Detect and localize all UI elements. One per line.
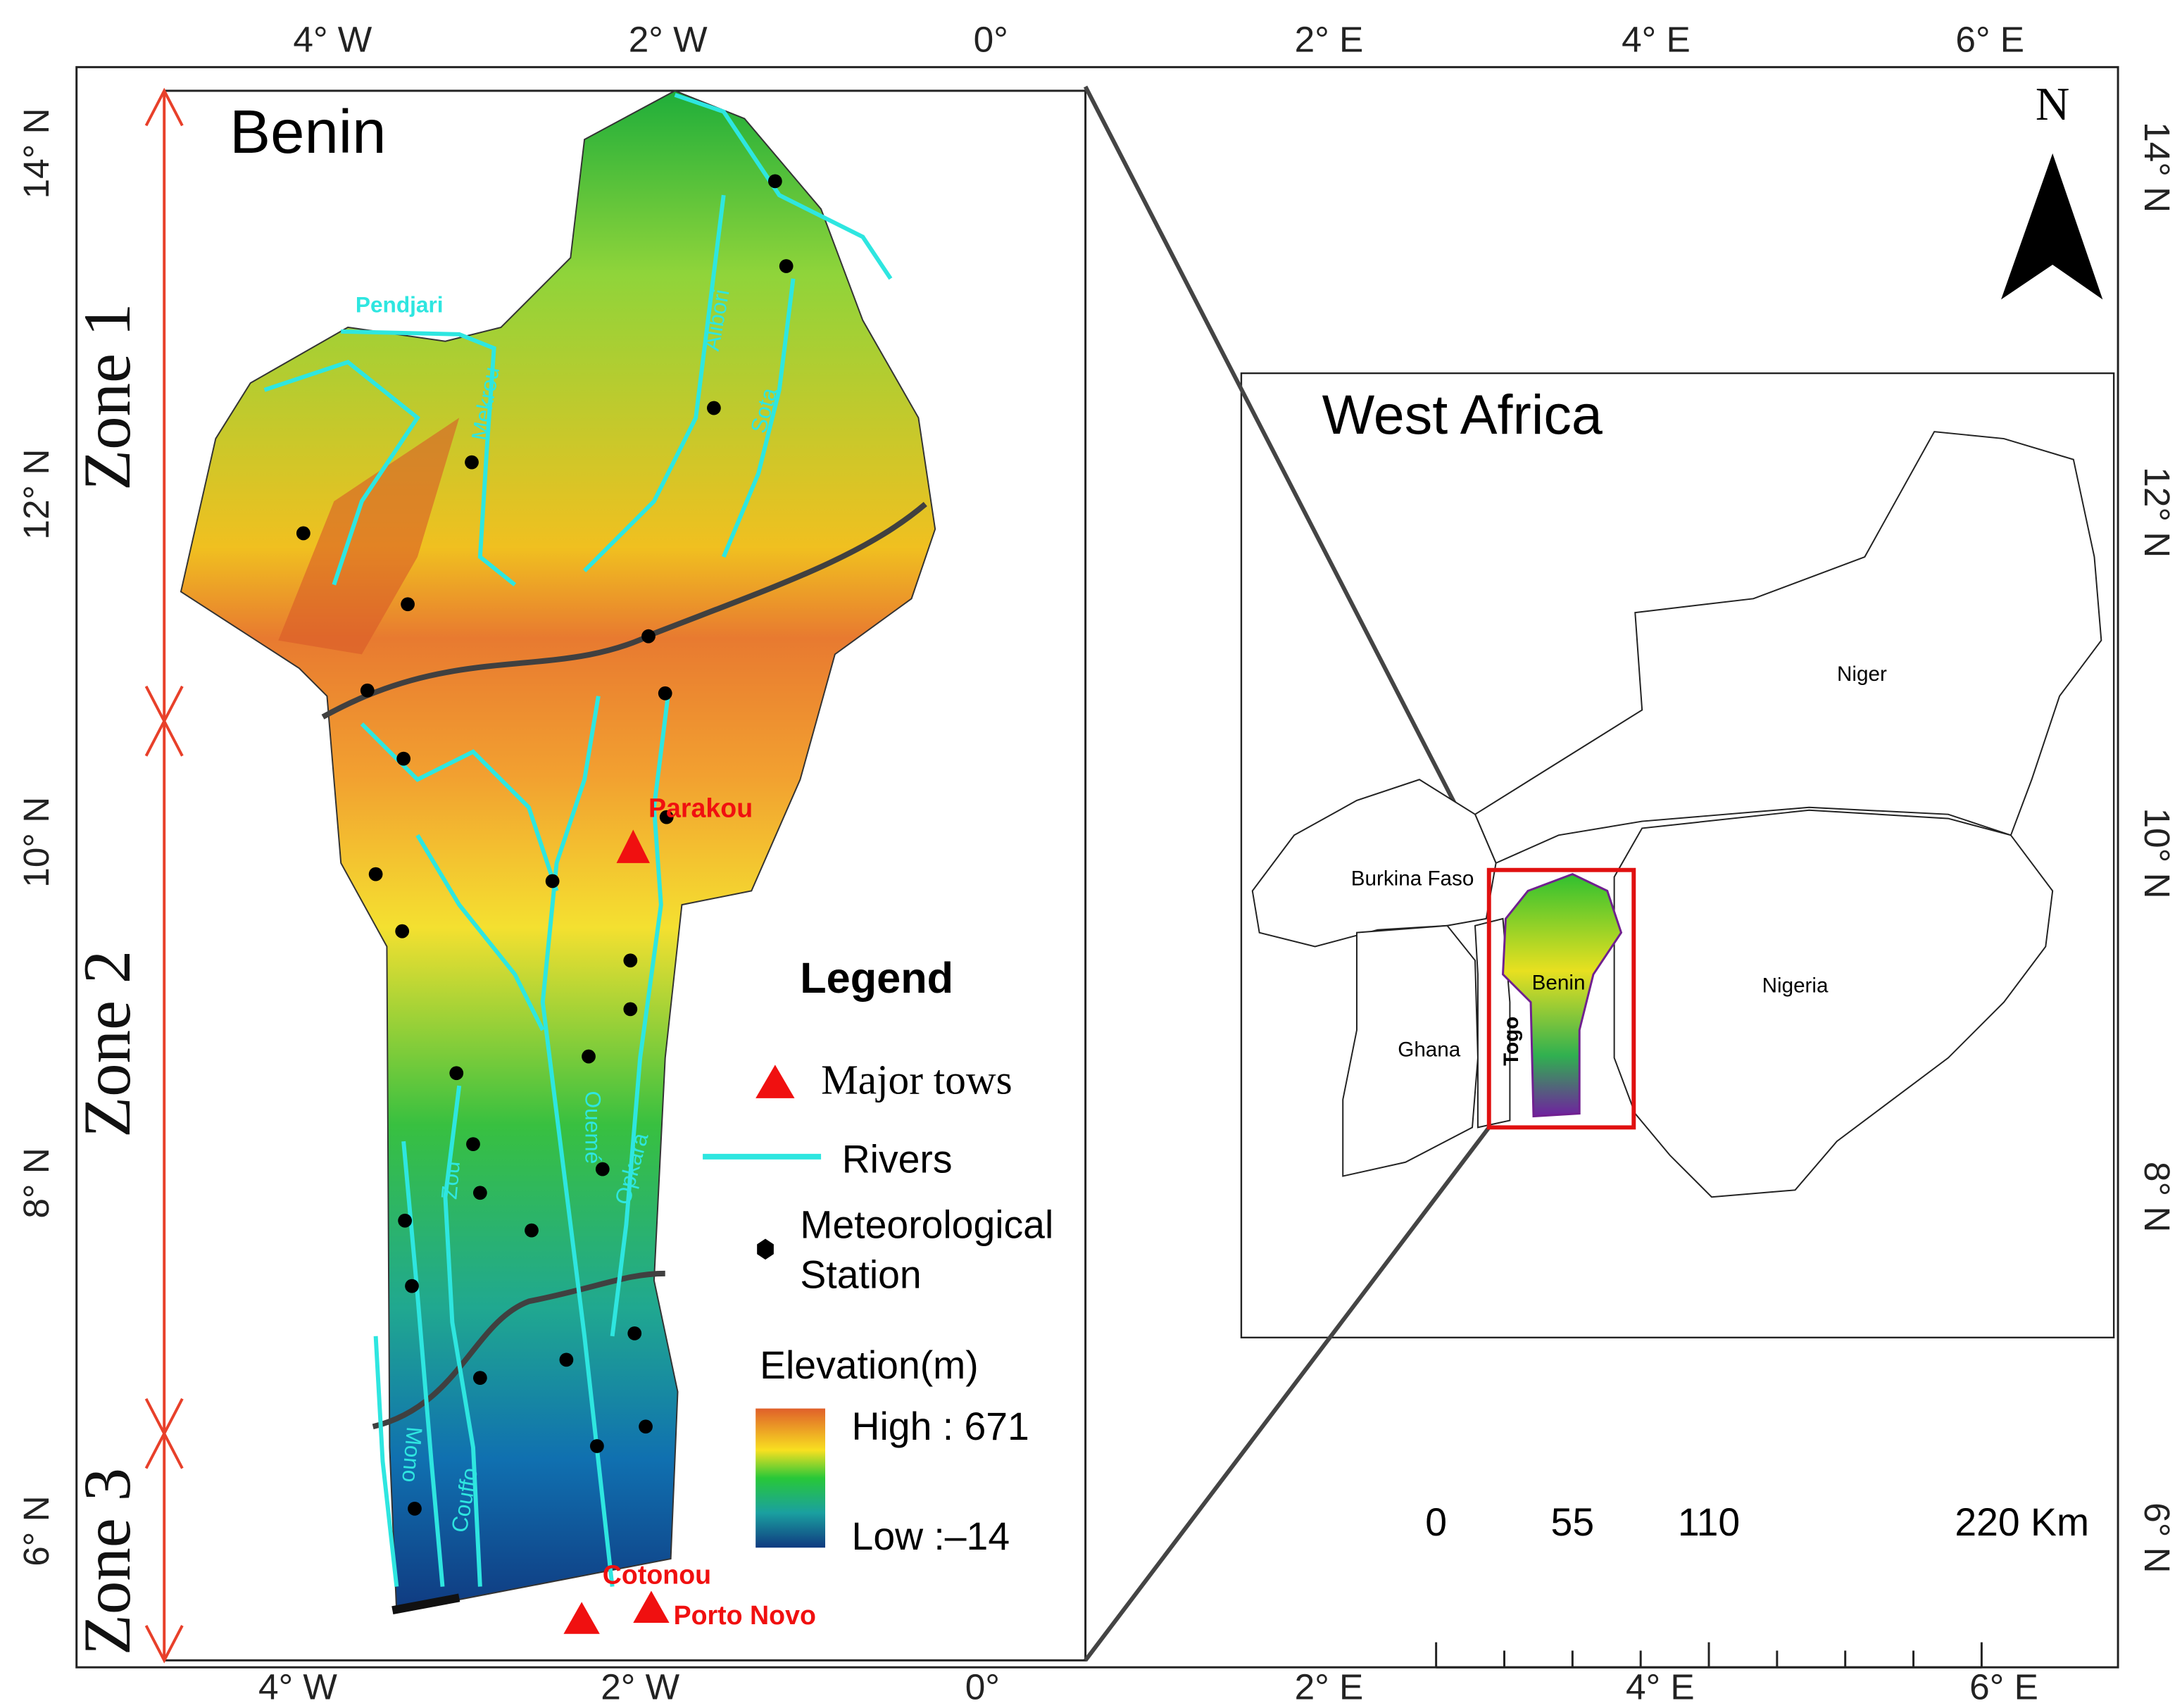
scale-label: 55 [1551, 1500, 1595, 1544]
lon-label: 4° E [1622, 18, 1691, 59]
legend-low: Low :–14 [852, 1514, 1010, 1558]
legend-title: Legend [800, 954, 953, 1002]
town-label: Parakou [648, 793, 753, 823]
lon-label: 0° [965, 1666, 1000, 1707]
country-label: Niger [1837, 663, 1887, 686]
scale-bar [1435, 1642, 1983, 1669]
lat-label: 8° N [2137, 1162, 2178, 1233]
lon-label: 2° E [1295, 18, 1364, 59]
town-label: Cotonou [603, 1560, 711, 1590]
lat-label: 14° N [15, 108, 56, 199]
lat-label: 14° N [2137, 122, 2178, 213]
benin-relief [180, 89, 936, 1615]
country-label: Togo [1500, 1017, 1523, 1066]
countries [1251, 431, 2102, 1198]
country-label: Nigeria [1762, 974, 1829, 998]
lon-label: 2° E [1295, 1666, 1364, 1707]
legend-item: Meteorological [800, 1202, 1053, 1246]
lon-label: 6° E [1955, 18, 2024, 59]
legend-high: High : 671 [852, 1405, 1029, 1448]
legend-marks [703, 1065, 826, 1548]
scale-label: 0 [1425, 1500, 1447, 1544]
lon-label: 0° [974, 18, 1008, 59]
country-label: Ghana [1398, 1038, 1460, 1061]
country-label: Benin [1532, 972, 1586, 995]
rivers [263, 93, 893, 1587]
river-label: Pendjari [356, 292, 444, 318]
lon-label: 2° W [601, 1666, 679, 1707]
legend-item: Rivers [842, 1137, 953, 1181]
lat-label: 10° N [15, 797, 56, 888]
map-title: Benin [230, 98, 386, 166]
lon-label: 4° W [258, 1666, 337, 1707]
river-label: Mono [397, 1426, 427, 1483]
country-label: Burkina Faso [1351, 867, 1474, 890]
river-label: Ouemé [581, 1091, 606, 1164]
town-label: Porto Novo [674, 1600, 816, 1630]
stations [296, 174, 794, 1516]
river-label: Zou [436, 1160, 465, 1200]
legend-elevation-title: Elevation(m) [760, 1343, 979, 1387]
legend-item: Station [800, 1252, 921, 1296]
north-label: N [2036, 77, 2070, 130]
lat-label: 6° N [15, 1495, 56, 1566]
scale-label: 220 Km [1955, 1500, 2089, 1544]
lat-label: 12° N [15, 449, 56, 540]
lat-label: 6° N [2137, 1502, 2178, 1574]
inset-title: West Africa [1322, 383, 1603, 446]
lat-label: 12° N [2137, 467, 2178, 558]
zone-label: Zone 3 [70, 1468, 144, 1655]
scale-label: 110 [1678, 1500, 1740, 1544]
lon-label: 2° W [629, 18, 708, 59]
zone-label: Zone 2 [70, 950, 144, 1138]
zone-arrows [144, 87, 184, 1664]
lon-label: 4° W [293, 18, 372, 59]
north-arrow [2001, 153, 2103, 300]
lon-label: 6° E [1969, 1666, 2038, 1707]
lat-label: 8° N [15, 1148, 56, 1219]
tick-labels: 4° W 2° W 0° 2° E 4° E 6° E 4° W 2° W 0°… [15, 18, 2178, 1707]
towns-marks [563, 829, 670, 1634]
lat-label: 10° N [2137, 808, 2178, 898]
zone-label: Zone 1 [70, 303, 144, 491]
legend-item: Major tows [821, 1057, 1012, 1103]
lon-label: 4° E [1626, 1666, 1695, 1707]
frames [75, 65, 2119, 1669]
